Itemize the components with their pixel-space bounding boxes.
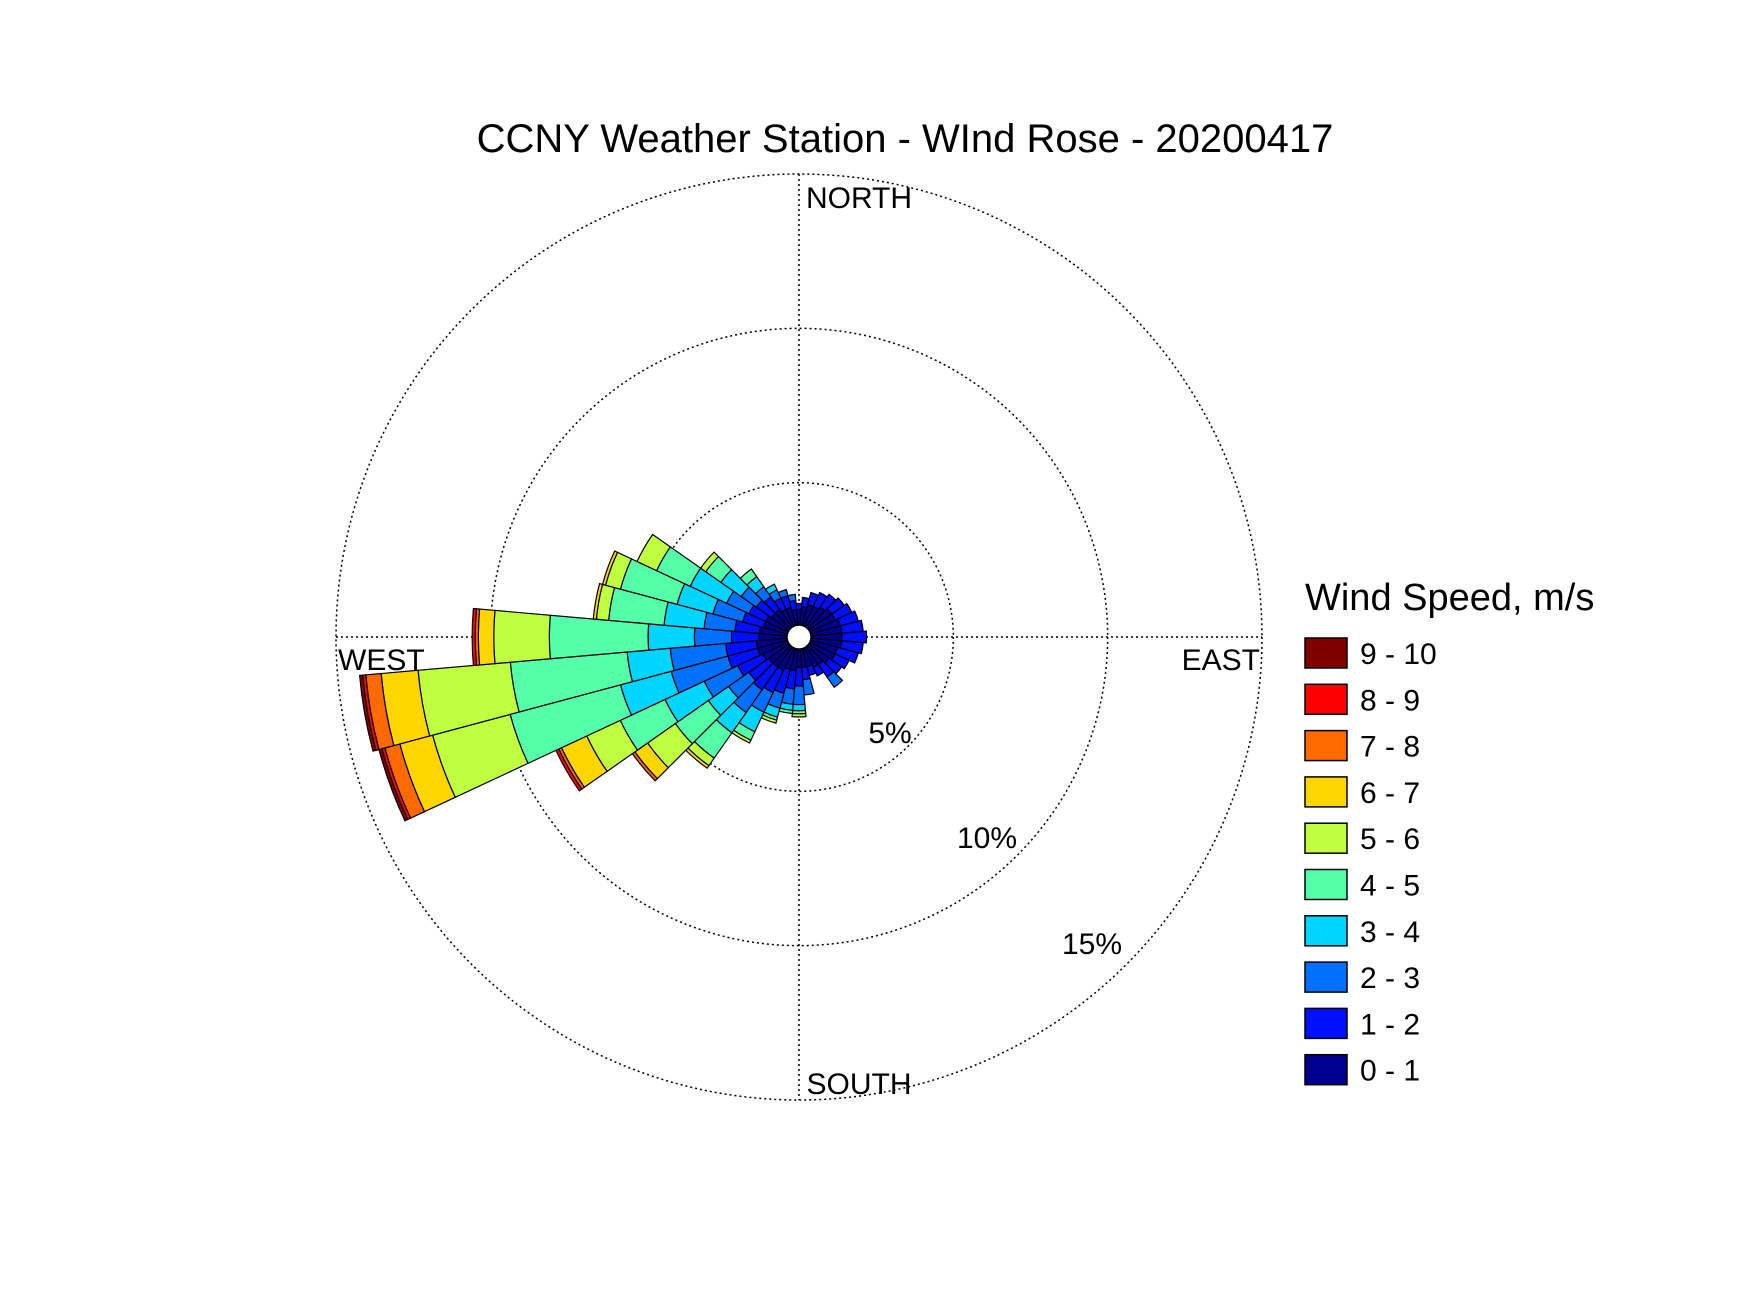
ring-label-5: 5% xyxy=(868,717,911,750)
legend-swatch xyxy=(1304,1053,1348,1086)
north-label: NORTH xyxy=(806,182,912,215)
polar-grid xyxy=(335,173,1263,1101)
legend-label: 4 - 5 xyxy=(1360,870,1420,903)
sector-180 xyxy=(791,648,807,718)
sector-290 xyxy=(601,550,789,635)
legend-item: 7 - 8 xyxy=(1304,729,1420,764)
sector-300-bin-5-6 xyxy=(636,533,672,572)
legend-label: 8 - 9 xyxy=(1360,684,1420,717)
sector-340-bin-2-3 xyxy=(777,588,789,599)
sector-300 xyxy=(636,533,791,633)
sector-110-bin-1-2 xyxy=(834,646,860,664)
legend-swatch xyxy=(1304,1007,1348,1040)
west-label: WEST xyxy=(338,644,425,677)
sector-180-bin-5-6 xyxy=(791,712,807,718)
legend-label: 9 - 10 xyxy=(1360,638,1437,671)
legend-label: 0 - 1 xyxy=(1360,1055,1420,1088)
wind-rose-sectors xyxy=(358,533,868,822)
sector-310-bin-5-6 xyxy=(699,551,720,573)
legend-label: 7 - 8 xyxy=(1360,731,1420,764)
sector-180-bin-3-4 xyxy=(791,703,807,712)
legend-item: 5 - 6 xyxy=(1304,822,1420,856)
sector-320-bin-4-5 xyxy=(739,568,758,586)
legend-swatch xyxy=(1304,776,1348,808)
legend-swatch xyxy=(1304,637,1348,669)
legend-swatch xyxy=(1304,729,1348,762)
legend-label: 1 - 2 xyxy=(1360,1008,1420,1041)
sector-330-bin-3-4 xyxy=(764,583,778,596)
sector-90-bin-1-2 xyxy=(841,630,868,644)
sector-270-bin-6-7 xyxy=(477,608,496,666)
legend-item: 9 - 10 xyxy=(1304,637,1437,671)
legend-swatch xyxy=(1304,868,1348,901)
sector-310 xyxy=(699,551,792,631)
legend-item: 0 - 1 xyxy=(1304,1053,1420,1088)
sector-260-bin-9-10 xyxy=(358,674,377,752)
sector-280-bin-6-7 xyxy=(592,582,604,620)
south-label: SOUTH xyxy=(807,1068,912,1101)
legend-item: 6 - 7 xyxy=(1304,776,1420,810)
legend-item: 1 - 2 xyxy=(1304,1007,1420,1041)
center-calm-circle xyxy=(786,624,812,650)
sector-350 xyxy=(787,593,799,627)
sector-120-bin-1-2 xyxy=(830,653,850,670)
legend-swatch xyxy=(1304,915,1348,947)
sector-140-bin-2-3 xyxy=(826,670,844,689)
sector-270-bin-8-9 xyxy=(471,607,478,667)
legend-label: 2 - 3 xyxy=(1360,962,1420,995)
ring-label-10: 10% xyxy=(957,822,1017,855)
legend-label: 3 - 4 xyxy=(1360,916,1420,949)
sector-350-bin-2-3 xyxy=(787,593,797,603)
sector-230 xyxy=(631,643,792,782)
legend-swatch xyxy=(1304,822,1348,854)
legend-label: 6 - 7 xyxy=(1360,777,1420,810)
sector-330 xyxy=(764,583,795,629)
ring-label-15: 15% xyxy=(1062,928,1122,961)
sector-290-bin-6-7 xyxy=(601,550,619,586)
ring-5-percent xyxy=(643,481,955,793)
sector-100-bin-1-2 xyxy=(839,640,864,655)
sector-270 xyxy=(471,607,788,667)
legend-item: 3 - 4 xyxy=(1304,915,1420,949)
sector-270-bin-5-6 xyxy=(493,609,551,665)
sector-320 xyxy=(739,568,793,630)
sector-170 xyxy=(799,647,815,696)
legend: Wind Speed, m/s 9 - 10 8 - 9 7 - 8 6 - 7 5 -… xyxy=(1304,577,1594,1088)
sector-250 xyxy=(378,639,789,822)
chart-title: CCNY Weather Station - WInd Rose - 20200… xyxy=(477,117,1334,161)
legend-swatch xyxy=(1304,683,1348,716)
legend-item: 2 - 3 xyxy=(1304,961,1420,995)
legend-item: 8 - 9 xyxy=(1304,683,1420,717)
sector-260 xyxy=(358,637,789,752)
legend-label: 5 - 6 xyxy=(1360,823,1420,856)
east-label: EAST xyxy=(1182,644,1260,677)
legend-title: Wind Speed, m/s xyxy=(1305,577,1594,619)
legend-item: 4 - 5 xyxy=(1304,868,1420,903)
legend-swatch xyxy=(1304,961,1348,993)
